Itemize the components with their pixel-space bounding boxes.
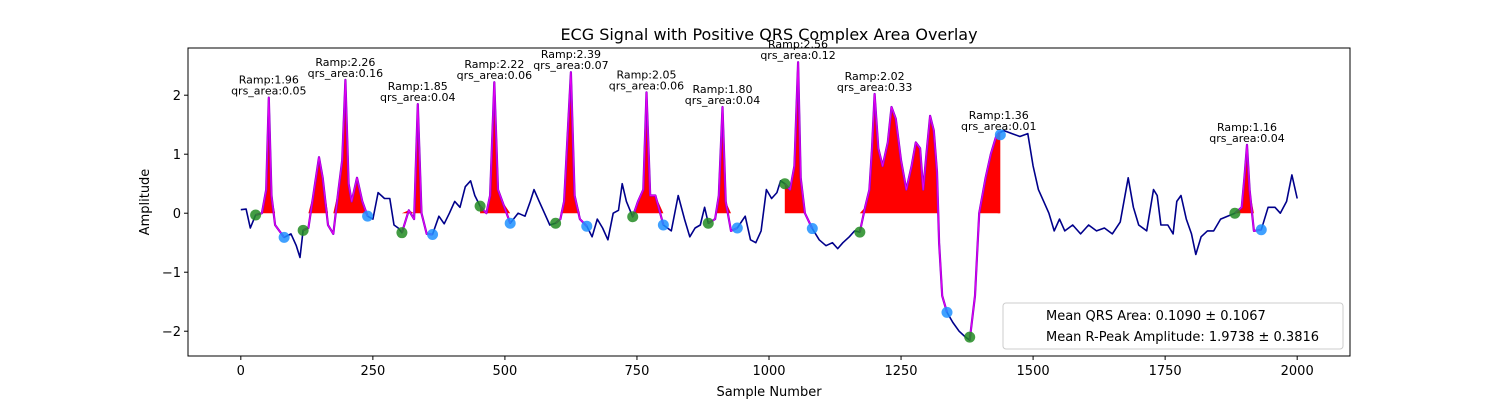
qrs-segment-accent-line: [302, 79, 369, 235]
s-offset-marker: [504, 217, 516, 229]
x-tick-label: 1750: [1149, 364, 1182, 379]
legend-entry-mean-r-peak-amplitude: Mean R-Peak Amplitude: 1.9738 ± 0.3816: [1046, 330, 1319, 345]
x-axis-label: Sample Number: [716, 385, 822, 400]
qrs-area-fill: [555, 72, 587, 214]
qrs-area-fill: [401, 104, 433, 214]
q-onset-marker: [474, 200, 486, 212]
qrs-area-fill: [303, 79, 368, 214]
qrs-area-label: qrs_area:0.12: [760, 49, 835, 62]
x-tick-label: 1500: [1017, 364, 1050, 379]
x-tick-label: 2000: [1281, 364, 1314, 379]
q-onset-marker: [250, 209, 262, 221]
qrs-area-label: qrs_area:0.07: [533, 59, 608, 72]
ramp-label: Ramp:2.05: [616, 68, 676, 81]
qrs-area-fill: [859, 94, 947, 214]
qrs-area-fill: [784, 62, 813, 214]
q-onset-marker: [297, 224, 309, 236]
y-axis-ticks: −2 −1 0 1 2: [162, 89, 188, 340]
y-tick-label: 1: [173, 148, 181, 163]
x-tick-label: 1000: [752, 364, 785, 379]
qrs-segment-accent-line: [784, 61, 813, 229]
qrs-area-label: qrs_area:0.05: [231, 85, 306, 98]
ramp-label: Ramp:1.36: [969, 109, 1029, 122]
y-tick-label: −1: [162, 266, 181, 281]
s-offset-marker: [1255, 224, 1267, 236]
ramp-label: Ramp:1.85: [388, 80, 448, 93]
chart-title: ECG Signal with Positive QRS Complex Are…: [560, 25, 977, 44]
q-onset-marker: [396, 227, 408, 239]
legend: Mean QRS Area: 0.1090 ± 0.1067 Mean R-Pe…: [1002, 302, 1344, 350]
qrs-segment-accent-line: [859, 93, 948, 313]
s-offset-marker: [994, 129, 1006, 141]
s-offset-marker: [941, 306, 953, 318]
qrs-segment-accent-line: [401, 103, 433, 235]
x-tick-label: 1250: [884, 364, 917, 379]
q-onset-marker: [854, 226, 866, 238]
legend-entry-mean-qrs-area: Mean QRS Area: 0.1090 ± 0.1067: [1046, 309, 1266, 324]
x-tick-label: 250: [360, 364, 385, 379]
qrs-area-label: qrs_area:0.33: [837, 81, 912, 94]
qrs-segment-accent-line: [479, 81, 511, 224]
x-tick-label: 750: [625, 364, 650, 379]
qrs-area-label: qrs_area:0.01: [961, 120, 1036, 133]
qrs-area-fill: [708, 107, 738, 214]
q-onset-marker: [779, 178, 791, 190]
qrs-area-label: qrs_area:0.06: [609, 79, 684, 92]
q-onset-marker: [702, 217, 714, 229]
qrs-segment-accent-line: [1234, 144, 1262, 232]
q-onset-marker: [627, 211, 639, 223]
q-onset-marker: [964, 331, 976, 343]
qrs-segment-accent-line: [632, 91, 664, 226]
ramp-label: Ramp:2.22: [464, 58, 524, 71]
qrs-area-label: qrs_area:0.04: [1209, 132, 1284, 145]
ramp-label: Ramp:2.02: [845, 70, 905, 83]
s-offset-marker: [581, 220, 593, 232]
s-offset-marker: [427, 228, 439, 240]
y-tick-label: 2: [173, 89, 181, 104]
ramp-label: Ramp:1.80: [692, 83, 752, 96]
ramp-label: Ramp:1.16: [1217, 121, 1277, 134]
qrs-area-fill: [969, 132, 1001, 214]
qrs-area-label: qrs_area:0.06: [457, 69, 532, 82]
s-offset-marker: [657, 219, 669, 231]
ramp-label: Ramp:2.39: [541, 48, 601, 61]
qrs-segment-accent-line: [555, 71, 588, 227]
r-peak-annotations: Ramp:1.96qrs_area:0.05Ramp:2.26qrs_area:…: [231, 38, 1285, 145]
s-offset-marker: [278, 231, 290, 243]
x-tick-label: 500: [492, 364, 517, 379]
y-axis-label: Amplitude: [138, 169, 153, 236]
y-tick-label: 0: [173, 207, 181, 222]
s-offset-marker: [731, 222, 743, 234]
qrs-segment-accent-line: [708, 106, 738, 232]
qrs-area-label: qrs_area:0.04: [380, 91, 455, 104]
qrs-area-fill: [480, 82, 511, 214]
x-tick-label: 0: [237, 364, 245, 379]
plot-area: [240, 61, 1298, 343]
y-tick-label: −2: [162, 325, 181, 340]
qrs-area-label: qrs_area:0.04: [685, 94, 760, 107]
qrs-segment-accent-line: [255, 97, 285, 238]
ramp-label: Ramp:2.26: [315, 56, 375, 69]
x-axis-ticks: 0 250 500 750 1000 1250 1500 1750 2000: [237, 356, 1314, 379]
qrs-area-label: qrs_area:0.16: [308, 67, 383, 80]
qrs-markers: [250, 129, 1267, 343]
legend-box: [1002, 302, 1344, 350]
s-offset-marker: [362, 210, 374, 222]
s-offset-marker: [806, 223, 818, 235]
ramp-label: Ramp:1.96: [239, 74, 299, 87]
q-onset-marker: [550, 217, 562, 229]
q-onset-marker: [1229, 207, 1241, 219]
